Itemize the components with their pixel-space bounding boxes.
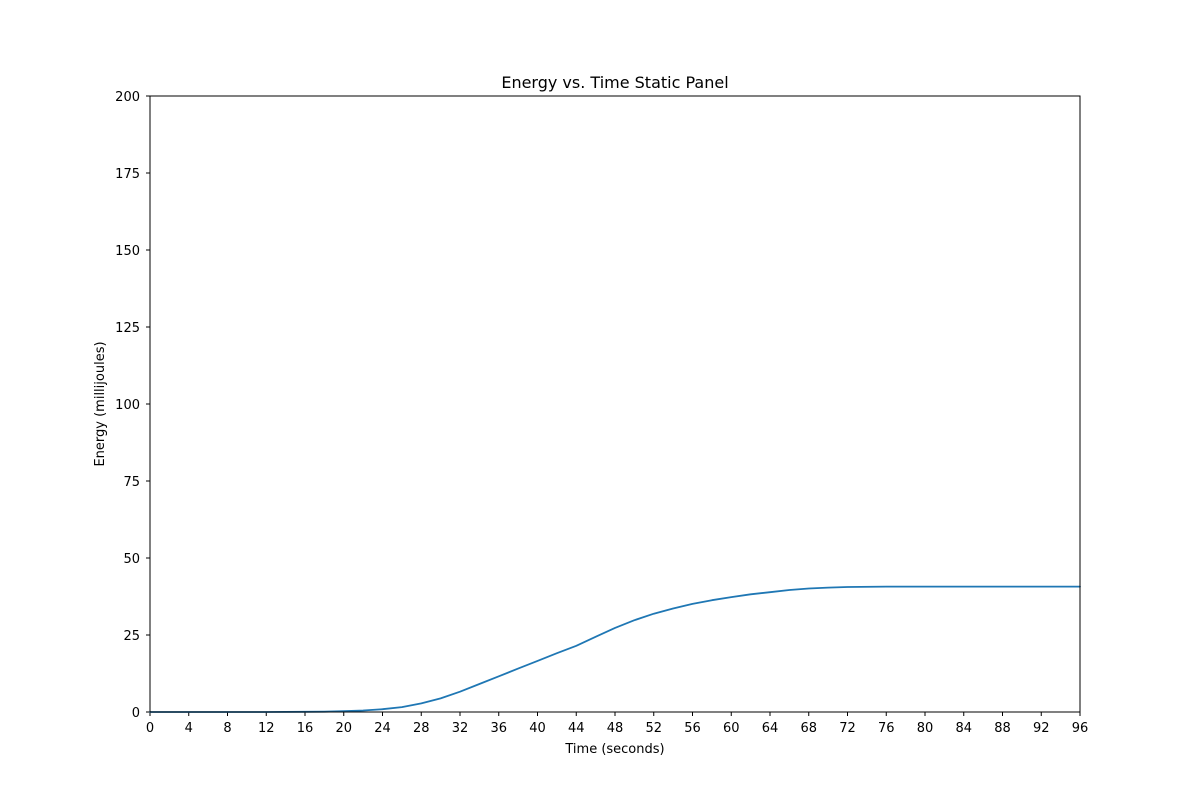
energy-series-line [149,585,1081,713]
y-tick-label: 0 [132,706,140,721]
x-tick-label: 40 [529,721,546,736]
y-axis-title: Energy (millijoules) [93,341,108,466]
x-tick-label: 36 [490,721,507,736]
x-tick-label: 84 [955,721,972,736]
plot-frame [149,95,1081,713]
y-tick-label: 150 [115,244,140,259]
x-tick-label: 32 [452,721,469,736]
x-tick-label: 68 [800,721,817,736]
x-tick-label: 80 [917,721,934,736]
x-axis-ticks: 0 4 8 12 16 20 24 28 32 36 40 44 48 52 56 60 64 68 72 76 80 8… [146,712,1088,736]
x-tick-label: 52 [645,721,662,736]
x-tick-label: 28 [413,721,430,736]
x-tick-label: 20 [335,721,352,736]
x-tick-label: 72 [839,721,856,736]
y-tick-label: 50 [123,552,140,567]
y-axis-ticks: 0 25 50 75 100 125 150 175 200 [115,90,150,721]
x-tick-label: 76 [878,721,895,736]
y-tick-label: 125 [115,321,140,336]
y-tick-label: 200 [115,90,140,105]
x-tick-label: 96 [1072,721,1089,736]
y-tick-label: 25 [123,629,140,644]
y-tick-label: 100 [115,398,140,413]
y-tick-label: 175 [115,167,140,182]
x-tick-label: 48 [607,721,624,736]
x-tick-label: 92 [1033,721,1050,736]
x-tick-label: 56 [684,721,701,736]
x-tick-label: 0 [146,721,154,736]
x-tick-label: 88 [994,721,1011,736]
x-tick-label: 44 [568,721,585,736]
x-tick-label: 24 [374,721,391,736]
x-tick-label: 4 [185,721,193,736]
x-tick-label: 64 [762,721,779,736]
x-tick-label: 12 [258,721,275,736]
x-tick-label: 60 [723,721,740,736]
x-tick-label: 8 [223,721,231,736]
x-tick-label: 16 [297,721,314,736]
chart-title: Energy vs. Time Static Panel [501,73,728,92]
x-axis-title: Time (seconds) [564,742,664,757]
y-tick-label: 75 [123,475,140,490]
